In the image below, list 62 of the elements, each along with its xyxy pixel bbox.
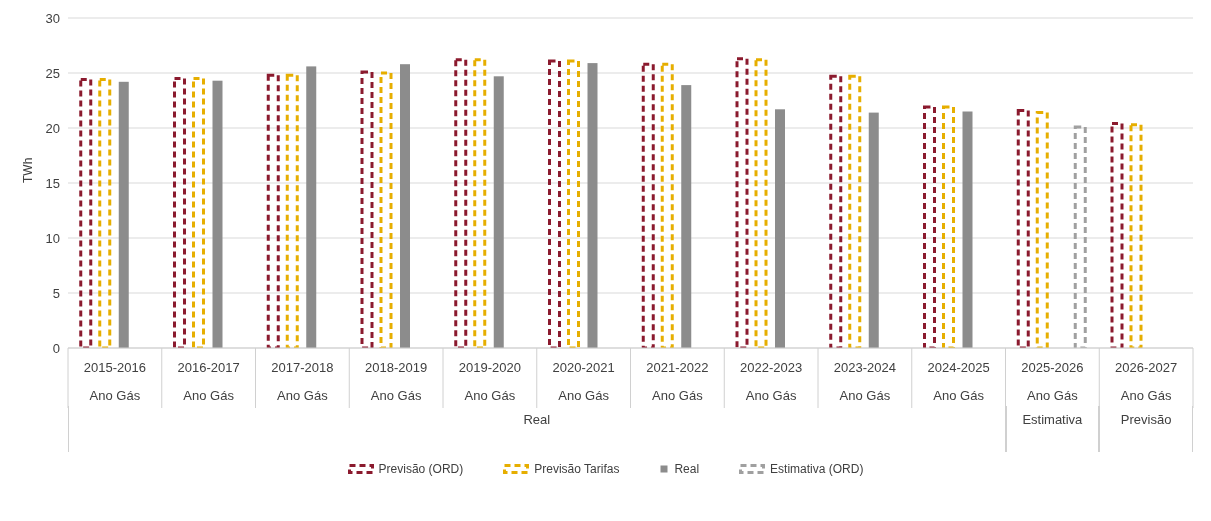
legend-label: Previsão Tarifas [534,462,620,476]
bar [379,71,393,348]
bar [681,85,692,348]
x-tick-label: 2024-2025 Ano Gás [927,360,990,403]
bar [923,105,936,348]
bar [212,80,223,348]
bar [493,76,504,348]
text: Previsão [1099,406,1193,452]
bar [79,78,93,348]
y-tick-label: 30 [45,10,60,26]
bar [360,70,374,348]
x-tick-label: 2022-2023 Ano Gás [740,360,803,403]
y-tick-label: 25 [45,65,60,81]
bar [660,62,674,348]
x-tick-label: 2025-2026 Ano Gás [1021,360,1084,403]
x-tick-label: 2018-2019 Ano Gás [365,360,428,403]
bar [567,59,580,348]
bar [829,74,843,348]
bar [1110,122,1124,348]
y-tick-label: 0 [52,340,60,356]
bar [962,111,973,348]
bar [285,73,299,348]
bar [473,58,487,348]
bar [587,63,598,348]
legend-label: Estimativa (ORD) [770,462,864,476]
x-tick-label: 2017-2018 Ano Gás [271,360,334,403]
bar [98,78,112,348]
y-tick-label: 10 [45,230,60,246]
bar [848,74,862,348]
bar [754,58,768,348]
bar [641,62,655,348]
text: Real [68,406,1006,452]
y-tick-label: 15 [45,175,60,191]
y-axis-title: TWh [21,157,36,183]
x-tick-label: 2019-2020 Ano Gás [458,360,521,403]
bar [1073,125,1087,348]
x-tick-label: 2026-2027 Ano Gás [1115,360,1178,403]
bar [1016,108,1030,348]
bar [942,105,955,348]
text: Estimativa [1005,406,1100,452]
y-tick-label: 20 [45,120,60,136]
bar [306,66,317,348]
y-tick-label: 5 [52,285,60,301]
x-tick-label: 2023-2024 Ano Gás [833,360,896,403]
bar [266,73,280,348]
bar [775,109,785,348]
legend-label: Real [674,462,700,476]
bar [1035,111,1049,348]
bar [1129,123,1143,348]
x-tick-label: 2020-2021 Ano Gás [552,360,615,403]
bar [454,58,468,348]
bar [868,112,879,348]
x-tick-label: 2016-2017 Ano Gás [177,360,240,403]
bar [735,57,749,348]
x-tick-label: 2015-2016 Ano Gás [83,360,146,403]
bar [192,77,205,348]
legend-label: Previsão (ORD) [378,462,464,476]
bar [118,81,129,348]
bar [173,77,186,348]
bar [548,59,561,348]
x-tick-label: 2021-2022 Ano Gás [646,360,709,403]
bar [400,64,410,348]
